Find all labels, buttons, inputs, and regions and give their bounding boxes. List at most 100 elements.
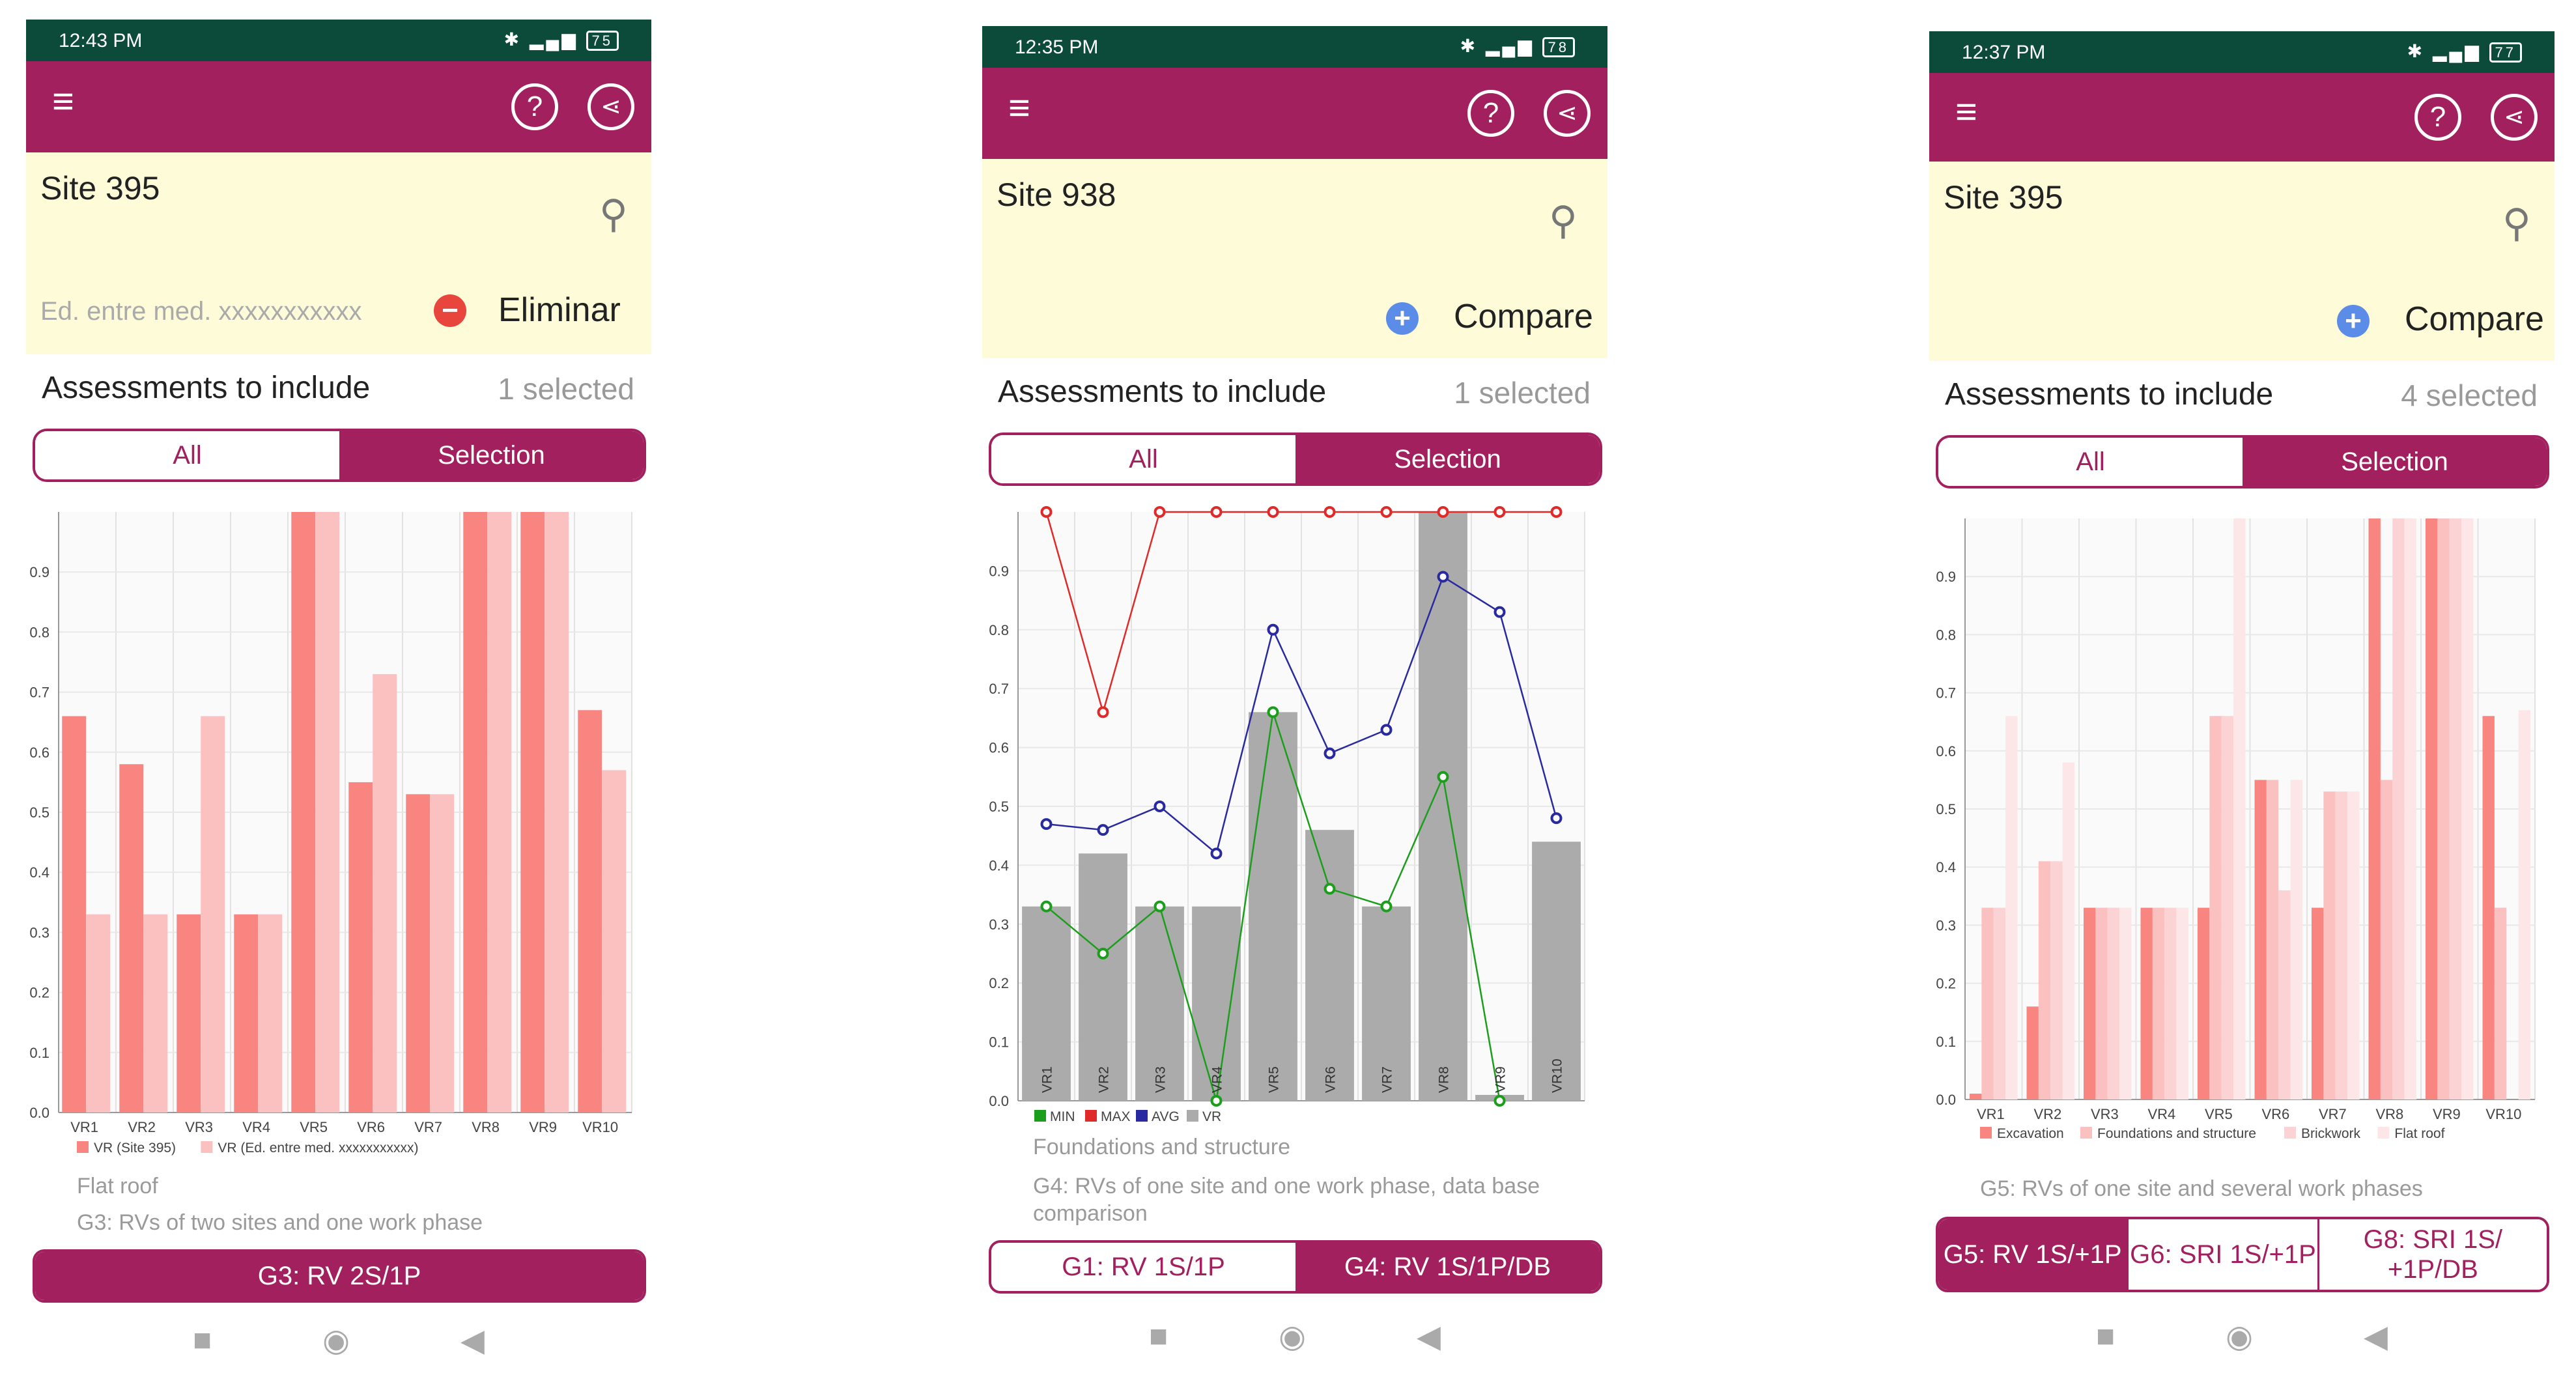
bar [578, 710, 602, 1113]
compare-button[interactable]: Compare [2405, 300, 2544, 338]
assessments-label: Assessments to include [1945, 377, 2274, 412]
comparison-site-field[interactable]: Ed. entre med. xxxxxxxxxxx [40, 297, 362, 326]
menu-icon[interactable]: ≡ [1955, 91, 1977, 133]
data-point [1323, 506, 1336, 518]
remove-button[interactable]: Eliminar [498, 291, 621, 329]
status-icons: ✱ ▂▄▆ 77 [2407, 40, 2522, 63]
x-tick-label: VR10 [582, 1119, 618, 1135]
bar [1135, 906, 1184, 1101]
nav-home-icon[interactable]: ◉ [2226, 1320, 2253, 1354]
plus-circle-icon[interactable]: + [2337, 305, 2370, 337]
y-tick-label: 0.7 [989, 681, 1009, 697]
y-tick-label: 0.6 [989, 740, 1009, 756]
x-tick-label: VR5 [1267, 1066, 1282, 1093]
nav-recent-icon[interactable]: ■ [1149, 1319, 1168, 1354]
segment-all[interactable]: All [35, 431, 339, 479]
y-tick-label: 0.4 [29, 864, 50, 881]
bar [545, 512, 569, 1113]
share-icon[interactable]: ⋖ [587, 83, 634, 130]
data-point [1380, 506, 1393, 518]
location-pin-icon[interactable]: ⚲ [2502, 201, 2531, 245]
y-tick-label: 0.4 [989, 857, 1009, 873]
data-point [1040, 818, 1053, 830]
share-icon[interactable]: ⋖ [1544, 90, 1591, 137]
share-icon[interactable]: ⋖ [2491, 94, 2538, 141]
nav-recent-icon[interactable]: ■ [2096, 1319, 2116, 1354]
segment-selection[interactable]: Selection [339, 431, 644, 479]
legend-swatch [2080, 1127, 2092, 1139]
data-point [1437, 571, 1449, 583]
segment-all[interactable]: All [991, 435, 1295, 483]
y-tick-label: 0.3 [29, 924, 50, 941]
y-tick-label: 0.9 [1936, 569, 1956, 585]
help-icon[interactable]: ? [1467, 90, 1514, 137]
site-panel: Site 395 ⚲ + Compare [1929, 162, 2555, 361]
app-bar: ≡ ? ⋖ [26, 61, 651, 152]
bar [1532, 842, 1581, 1101]
data-point [1493, 506, 1506, 518]
bar [2426, 518, 2438, 1099]
graph-button-g1[interactable]: G1: RV 1S/1P [991, 1243, 1295, 1291]
x-tick-label: VR10 [1550, 1058, 1565, 1093]
y-tick-label: 0.3 [1936, 917, 1956, 933]
x-tick-label: VR9 [2433, 1106, 2461, 1122]
help-icon[interactable]: ? [2414, 94, 2461, 141]
selected-count: 4 selected [2401, 378, 2538, 412]
graph-button-g6[interactable]: G6: SRI 1S/+1P [2127, 1219, 2317, 1290]
data-point [1040, 900, 1053, 913]
phase-caption: Foundations and structure [1033, 1135, 1291, 1159]
x-tick-label: VR4 [242, 1119, 270, 1135]
y-tick-label: 0.0 [1936, 1092, 1956, 1108]
battery-icon: 77 [2489, 42, 2522, 63]
y-tick-label: 0.5 [1936, 801, 1956, 817]
graph-button-g3[interactable]: G3: RV 2S/1P [35, 1252, 644, 1300]
compare-button[interactable]: Compare [1454, 298, 1593, 335]
menu-icon[interactable]: ≡ [52, 80, 74, 122]
graph-button-g5[interactable]: G5: RV 1S/+1P [1938, 1219, 2127, 1290]
minus-circle-icon[interactable]: − [434, 294, 466, 327]
segment-all[interactable]: All [1938, 438, 2243, 486]
bar [520, 512, 545, 1113]
y-tick-label: 0.1 [989, 1034, 1009, 1051]
phone-screen-3: 12:37 PM ✱ ▂▄▆ 77 ≡ ? ⋖ Site 395 ⚲ + Com… [1929, 0, 2555, 1375]
nav-home-icon[interactable]: ◉ [322, 1324, 350, 1358]
nav-back-icon[interactable]: ◀ [1416, 1320, 1441, 1354]
bar [406, 794, 431, 1113]
segment-selection[interactable]: Selection [2243, 438, 2547, 486]
plus-circle-icon[interactable]: + [1386, 302, 1419, 335]
bar [2038, 861, 2051, 1099]
legend-swatch [1085, 1110, 1097, 1122]
bar [2152, 907, 2165, 1099]
menu-icon[interactable]: ≡ [1008, 87, 1030, 129]
help-icon[interactable]: ? [511, 83, 558, 130]
nav-home-icon[interactable]: ◉ [1279, 1320, 1306, 1354]
graph-buttons: G3: RV 2S/1P [33, 1249, 646, 1303]
assessments-label: Assessments to include [42, 371, 371, 405]
location-pin-icon[interactable]: ⚲ [1549, 199, 1578, 242]
status-bar: 12:35 PM ✱ ▂▄▆ 78 [982, 26, 1607, 68]
bar-chart: 0.0 0.1 0.2 0.3 0.4 0.5 0.6 0.7 0.8 0.9 VR1 VR2 VR3 V… [29, 512, 632, 1155]
segment-selection[interactable]: Selection [1295, 435, 1600, 483]
graph-button-g4[interactable]: G4: RV 1S/1P/DB [1295, 1243, 1600, 1291]
data-point [1097, 824, 1109, 836]
nav-recent-icon[interactable]: ■ [193, 1323, 212, 1357]
data-point [1437, 506, 1449, 518]
bar [1079, 853, 1127, 1101]
nav-back-icon[interactable]: ◀ [460, 1324, 485, 1358]
signal-icon: ▂▄▆ [2432, 41, 2482, 61]
legend-swatch [1034, 1110, 1046, 1122]
status-icons: ✱ ▂▄▆ 78 [1460, 35, 1575, 57]
system-nav-bar: ■ ◉ ◀ [982, 1318, 1607, 1355]
y-tick-label: 0.8 [989, 622, 1009, 638]
graph-button-g8[interactable]: G8: SRI 1S/ +1P/DB [2317, 1219, 2547, 1290]
bar [2005, 716, 2018, 1099]
bar [2164, 907, 2177, 1099]
bar [463, 512, 488, 1113]
bar [2368, 518, 2381, 1099]
data-point [1267, 623, 1279, 636]
nav-back-icon[interactable]: ◀ [2363, 1320, 2388, 1354]
bar [602, 770, 627, 1113]
location-pin-icon[interactable]: ⚲ [599, 192, 628, 236]
site-title: Site 395 [1944, 179, 2063, 216]
data-point [1267, 706, 1279, 718]
